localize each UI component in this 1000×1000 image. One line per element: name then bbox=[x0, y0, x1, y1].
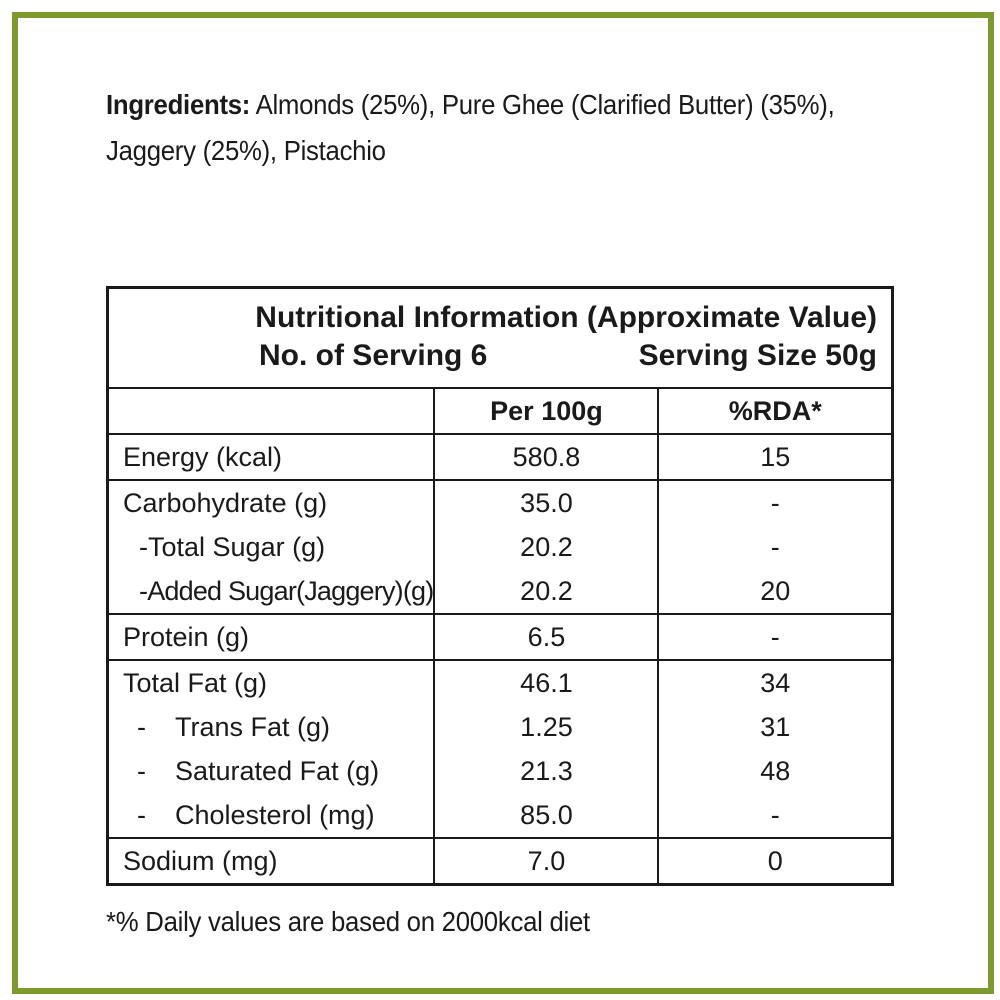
nutrient-value: 35.0 bbox=[520, 488, 573, 518]
nutrient-value: 46.1 bbox=[520, 668, 573, 698]
nutrient-rda: - bbox=[770, 532, 780, 562]
nutrient-rda: 0 bbox=[767, 846, 783, 876]
row-dash: - bbox=[137, 756, 146, 786]
ingredients-text: Ingredients: Almonds (25%), Pure Ghee (C… bbox=[106, 82, 842, 174]
table-row-group: Sodium (mg) 7.0 0 bbox=[107, 838, 893, 885]
nutrition-table-header: Nutritional Information (Approximate Val… bbox=[107, 287, 893, 389]
nutrient-name: Total Fat (g) bbox=[123, 668, 268, 698]
table-row-group: Protein (g) 6.5 - bbox=[107, 614, 893, 661]
row-dash: - bbox=[137, 712, 146, 742]
footnote: *% Daily values are based on 2000kcal di… bbox=[106, 906, 590, 937]
table-row-group: Total Fat (g) - Trans Fat (g) - Saturated … bbox=[107, 660, 893, 839]
nutrient-name: Cholesterol (mg) bbox=[175, 800, 375, 830]
serving-size: Serving Size 50g bbox=[638, 339, 877, 372]
nutrient-name: Trans Fat (g) bbox=[175, 712, 331, 742]
nutrition-table: Nutritional Information (Approximate Val… bbox=[106, 286, 894, 886]
nutrient-name: Carbohydrate (g) bbox=[123, 488, 328, 518]
nutrient-value: 20.2 bbox=[520, 532, 573, 562]
table-row-group: Carbohydrate (g) -Total Sugar (g) -Added… bbox=[107, 480, 893, 615]
row-dash: - bbox=[137, 800, 146, 830]
nutrient-value: 20.2 bbox=[520, 576, 573, 606]
nutrient-value: 6.5 bbox=[527, 622, 566, 652]
nutrient-rda: - bbox=[770, 622, 780, 652]
table-row-group: Energy (kcal) 580.8 15 bbox=[107, 434, 893, 481]
nutrient-rda: - bbox=[770, 488, 780, 518]
nutrient-rda: 34 bbox=[760, 668, 791, 698]
nutrient-value: 580.8 bbox=[512, 442, 581, 472]
nutrition-title: Nutritional Information (Approximate Val… bbox=[255, 301, 877, 334]
nutrient-name: -Added Sugar(Jaggery)(g) bbox=[139, 576, 434, 606]
nutrient-name: Saturated Fat (g) bbox=[175, 756, 380, 786]
column-header-rda: %RDA* bbox=[658, 388, 893, 435]
nutrient-name: Energy (kcal) bbox=[123, 442, 283, 472]
nutrient-name: Sodium (mg) bbox=[123, 846, 278, 876]
nutrient-rda: 20 bbox=[760, 576, 791, 606]
nutrient-rda: 15 bbox=[760, 442, 791, 472]
nutrient-name: Protein (g) bbox=[123, 622, 250, 652]
column-header-per100g: Per 100g bbox=[434, 388, 660, 435]
page-border bbox=[12, 12, 994, 994]
nutrient-rda: 31 bbox=[760, 712, 791, 742]
nutrient-value: 7.0 bbox=[527, 846, 566, 876]
ingredients-line2: Jaggery (25%), Pistachio bbox=[106, 135, 386, 166]
nutrient-value: 1.25 bbox=[520, 712, 573, 742]
nutrient-value: 85.0 bbox=[520, 800, 573, 830]
nutrient-rda: - bbox=[770, 800, 780, 830]
servings-count: No. of Serving 6 bbox=[259, 339, 488, 372]
column-header-nutrient bbox=[107, 388, 436, 435]
nutrient-rda: 48 bbox=[760, 756, 791, 786]
ingredients-line1: Almonds (25%), Pure Ghee (Clarified Butt… bbox=[250, 89, 835, 120]
ingredients-label: Ingredients: bbox=[106, 89, 251, 120]
nutrient-name: -Total Sugar (g) bbox=[139, 532, 326, 562]
nutrient-value: 21.3 bbox=[520, 756, 573, 786]
